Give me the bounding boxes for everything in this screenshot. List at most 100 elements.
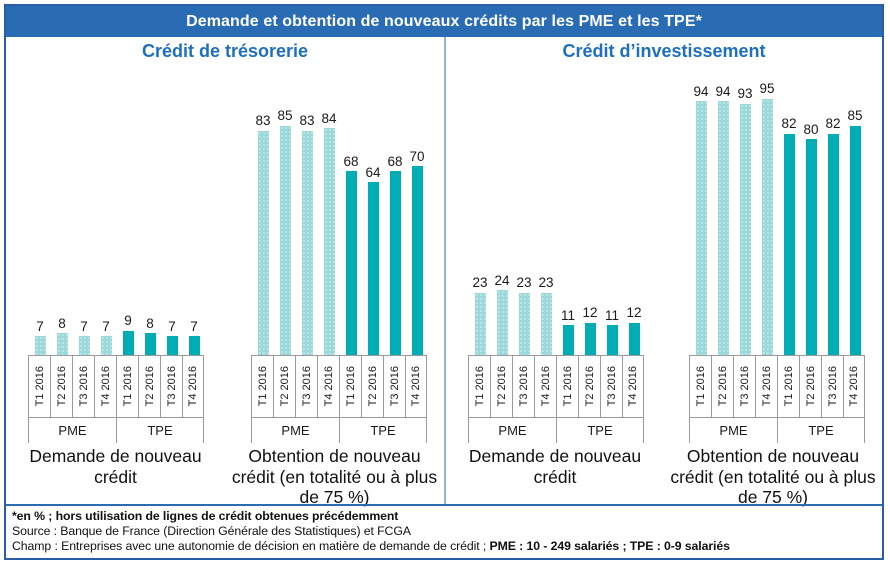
bar-value-label: 83 (255, 113, 271, 129)
panel-chart-area: 23 24 23 23 11 12 11 12 T1 2016 T2 2016 T3 2016 T4 … (446, 65, 882, 443)
bar-value-label: 7 (36, 318, 44, 334)
bar-value-label: 85 (277, 108, 293, 123)
bar-tpe (389, 171, 401, 355)
bar-column: 9 (117, 314, 139, 355)
series-label-row: PME TPE (468, 418, 645, 443)
tick-box: T2 2016 (799, 355, 821, 418)
tick-label: T2 2016 (278, 366, 291, 407)
chart-group: 23 24 23 23 11 12 11 12 T1 2016 T2 2016 T3 2016 T4 … (468, 65, 645, 443)
bar-pme (323, 128, 335, 355)
bar-pme (496, 290, 508, 355)
panel-title: Crédit d’investissement (562, 40, 766, 61)
bar-value-label: 68 (387, 153, 403, 169)
tick-box: T3 2016 (821, 355, 843, 418)
bar-column: 80 (800, 121, 822, 355)
tick-box: T2 2016 (138, 355, 160, 418)
tick-box: T4 2016 (317, 355, 339, 418)
bars-row: 23 24 23 23 11 12 11 12 (468, 65, 645, 355)
bar-value-label: 23 (516, 275, 532, 291)
panels-container: Crédit de trésorerie 7 8 7 7 9 8 7 7 T1 2016 T2 2… (6, 37, 882, 507)
bar-value-label: 82 (825, 116, 841, 132)
tick-label: T3 2016 (605, 366, 618, 407)
bar-value-label: 80 (803, 121, 819, 137)
bar-tpe (805, 139, 817, 355)
bar-column: 95 (756, 82, 778, 355)
bar-value-label: 11 (604, 307, 619, 323)
bar-value-label: 12 (582, 305, 598, 321)
tick-label: T4 2016 (760, 366, 773, 407)
panel-chart-area: 7 8 7 7 9 8 7 7 T1 2016 T2 2016 T3 2016 T4 2016 T1 2… (6, 65, 444, 443)
tick-label: T1 2016 (473, 366, 486, 407)
tick-box: T1 2016 (116, 355, 138, 418)
tick-box: T4 2016 (843, 355, 865, 418)
bar-value-label: 84 (321, 110, 337, 126)
series-label-row: PME TPE (689, 418, 866, 443)
bar-value-label: 7 (80, 318, 88, 334)
bar-pme (717, 101, 729, 355)
bar-tpe (122, 330, 134, 355)
bar-column: 83 (252, 114, 274, 355)
bar-value-label: 11 (560, 307, 575, 323)
bar-tpe (367, 182, 379, 355)
tick-label: T2 2016 (716, 366, 729, 407)
bar-value-label: 94 (693, 83, 709, 99)
bar-column: 8 (139, 317, 161, 355)
bar-column: 11 (601, 309, 623, 355)
panel-captions: Demande de nouveau crédit Obtention de no… (6, 446, 444, 508)
tick-box: T2 2016 (273, 355, 295, 418)
caption-cell: Demande de nouveau crédit (446, 446, 664, 508)
bar-column: 23 (535, 276, 557, 355)
tick-label: T1 2016 (561, 366, 574, 407)
tick-box: T1 2016 (28, 355, 50, 418)
bar-value-label: 23 (472, 275, 488, 291)
bar-tpe (849, 125, 861, 355)
bar-pme (56, 333, 68, 355)
tick-label: T4 2016 (848, 366, 860, 407)
bar-value-label: 8 (146, 315, 154, 331)
bar-tpe (606, 325, 618, 355)
tick-box: T2 2016 (578, 355, 600, 418)
panel-credit-d-investissement: Crédit d’investissement 23 24 23 23 11 12 11 12… (444, 37, 882, 507)
bar-tpe (827, 133, 839, 355)
tick-box: T3 2016 (733, 355, 755, 418)
chart-group: 83 85 83 84 68 64 68 70 T1 2016 T2 2016 T3 2016 T4 … (251, 65, 428, 443)
tick-box: T3 2016 (512, 355, 534, 418)
tick-label: T3 2016 (77, 366, 90, 407)
bar-column: 82 (822, 117, 844, 355)
bar-column: 85 (844, 109, 866, 355)
bar-column: 82 (778, 117, 800, 355)
bar-value-label: 8 (58, 315, 66, 331)
tick-label: T4 2016 (539, 366, 552, 407)
bar-column: 94 (712, 85, 734, 355)
bar-column: 7 (95, 320, 117, 355)
bar-value-label: 23 (538, 275, 554, 291)
x-axis-tick-row: T1 2016 T2 2016 T3 2016 T4 2016 T1 2016 T2 20… (28, 355, 205, 418)
bar-value-label: 70 (409, 148, 425, 164)
bar-column: 64 (362, 166, 384, 355)
panel-captions: Demande de nouveau crédit Obtention de no… (446, 446, 882, 508)
bar-tpe (345, 171, 357, 355)
tick-box: T4 2016 (755, 355, 777, 418)
tick-box: T3 2016 (600, 355, 622, 418)
bar-value-label: 83 (299, 113, 315, 129)
bar-value-label: 85 (847, 108, 863, 123)
bar-pme (540, 292, 552, 355)
bar-column: 23 (513, 276, 535, 355)
x-axis-tick-row: T1 2016 T2 2016 T3 2016 T4 2016 T1 2016 T2 20… (468, 355, 645, 418)
footnote-unit: *en % ; hors utilisation de lignes de cr… (12, 509, 399, 523)
bar-pme (518, 292, 530, 355)
tick-box: T3 2016 (72, 355, 94, 418)
tick-box: T3 2016 (383, 355, 405, 418)
tick-label: T1 2016 (121, 366, 134, 407)
group-caption: Obtention de nouveau crédit (en totalité… (231, 446, 438, 508)
bar-column: 12 (623, 306, 645, 355)
bar-column: 24 (491, 274, 513, 355)
bar-value-label: 9 (124, 313, 132, 329)
group-caption: Demande de nouveau crédit (29, 446, 202, 487)
footnote-champ-bold: PME : 10 - 249 salariés ; TPE : 0-9 sala… (489, 539, 730, 553)
bar-value-label: 7 (190, 318, 198, 334)
bar-value-label: 7 (168, 318, 176, 334)
bar-pme (474, 292, 486, 355)
series-label-tpe: TPE (556, 418, 644, 443)
